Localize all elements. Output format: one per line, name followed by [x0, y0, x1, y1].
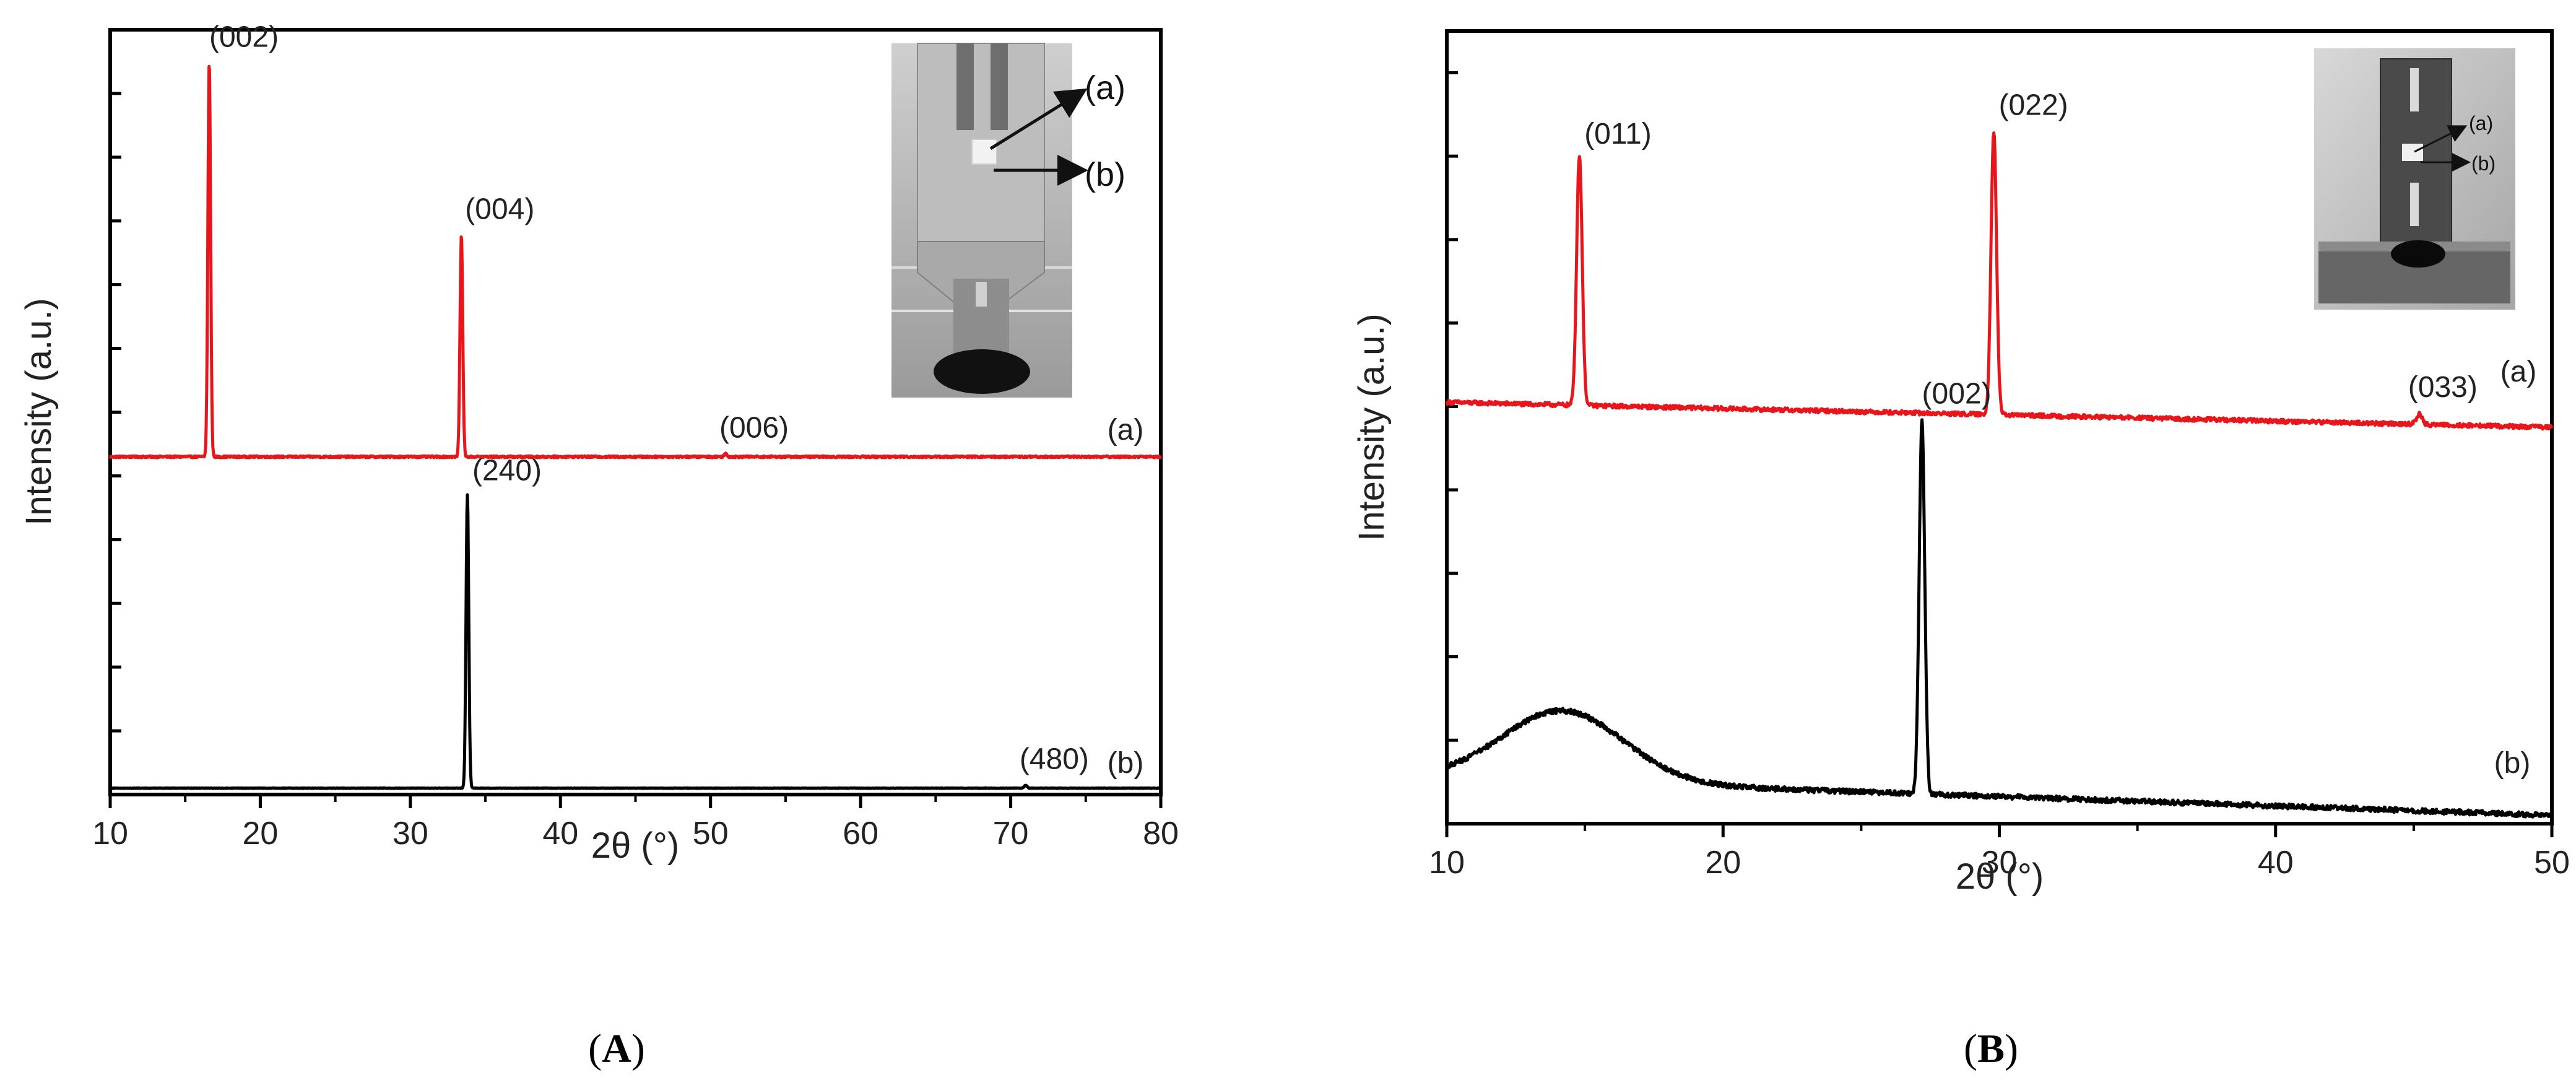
- x-tick-label: 50: [693, 816, 729, 852]
- x-tick-label: 20: [1705, 845, 1741, 881]
- peak-label: (033): [2408, 371, 2478, 404]
- x-tick-label: 30: [1982, 845, 2018, 881]
- panel-a-caption: (A): [588, 1026, 645, 1071]
- x-tick-label: 10: [1429, 845, 1465, 881]
- panel-a-series-tag-a: (a): [1108, 414, 1144, 447]
- panel-a-inset-label-a: (a): [1085, 69, 1125, 107]
- panel-b-inset-photo: (a) (b): [2314, 48, 2515, 310]
- x-tick-label: 60: [843, 816, 878, 852]
- panel-b-caption-open: (: [1964, 1026, 1977, 1071]
- panel-b-caption-letter: B: [1977, 1026, 2005, 1071]
- series-line-a: [1445, 131, 2554, 431]
- series-line-b: [1445, 418, 2553, 819]
- panel-a: 10 20 30 40 50 60 70 80 (002) (004) (006) (240) (48…: [19, 20, 1179, 1071]
- panel-b-peak-labels: (011) (022) (033) (002): [1584, 89, 2478, 410]
- panel-b-inset-label-b: (b): [2471, 152, 2496, 175]
- panel-a-caption-letter: A: [602, 1026, 631, 1071]
- x-tick-label: 70: [993, 816, 1029, 852]
- panel-a-y-ticks: [110, 28, 121, 733]
- panel-b-x-ticks: 10 20 30 40 50: [1429, 824, 2570, 881]
- panel-b-caption: (B): [1964, 1026, 2018, 1071]
- panel-a-inset-photo: (a) (b): [891, 43, 1125, 398]
- x-tick-label: 30: [392, 816, 428, 852]
- peak-label: (011): [1584, 118, 1652, 150]
- panel-b-caption-close: ): [2005, 1026, 2018, 1071]
- panel-b-series-lines: [1445, 131, 2554, 819]
- peak-label: (240): [472, 454, 542, 487]
- peak-label: (480): [1020, 743, 1089, 776]
- panel-a-series-lines: [108, 64, 1162, 790]
- x-tick-label: 10: [92, 816, 128, 852]
- x-tick-label: 20: [243, 816, 279, 852]
- panel-b-series-tag-b: (b): [2494, 747, 2531, 780]
- panel-a-peak-labels: (002) (004) (006) (240) (480): [209, 20, 1089, 775]
- panel-b: 10 20 30 40 50 (011)(022)(033)(002) (a) (b) …: [1351, 29, 2570, 1071]
- panel-a-x-ticks: 10 20 30 40 50 60 70 80: [92, 795, 1179, 852]
- peak-label: (022): [1999, 89, 2068, 121]
- x-tick-label: 40: [2258, 845, 2294, 881]
- peak-label: (004): [465, 193, 534, 225]
- panel-a-caption-open: (: [588, 1026, 602, 1071]
- panel-b-inset-label-a: (a): [2469, 112, 2493, 134]
- peak-label: (006): [719, 411, 789, 444]
- series-line-b: [109, 493, 1162, 790]
- x-tick-label: 50: [2534, 845, 2570, 881]
- panel-a-caption-close: ): [631, 1026, 645, 1071]
- peak-label: (002): [209, 20, 279, 53]
- panel-a-y-axis-title: Intensity (a.u.): [19, 298, 59, 525]
- panel-b-y-ticks: [1447, 71, 1458, 826]
- panel-a-inset-label-b: (b): [1085, 156, 1125, 193]
- x-tick-label: 40: [542, 816, 578, 852]
- series-line-a: [108, 64, 1162, 460]
- panel-b-series-tag-a: (a): [2500, 355, 2537, 388]
- panel-a-series-tag-b: (b): [1108, 747, 1144, 780]
- x-tick-label: 80: [1143, 816, 1179, 852]
- peak-label: (002): [1922, 378, 1992, 411]
- panel-b-x-axis-title: 2θ (°): [1956, 856, 2044, 897]
- panel-b-y-axis-title: Intensity (a.u.): [1351, 313, 1392, 541]
- panel-a-x-axis-title: 2θ (°): [591, 826, 679, 866]
